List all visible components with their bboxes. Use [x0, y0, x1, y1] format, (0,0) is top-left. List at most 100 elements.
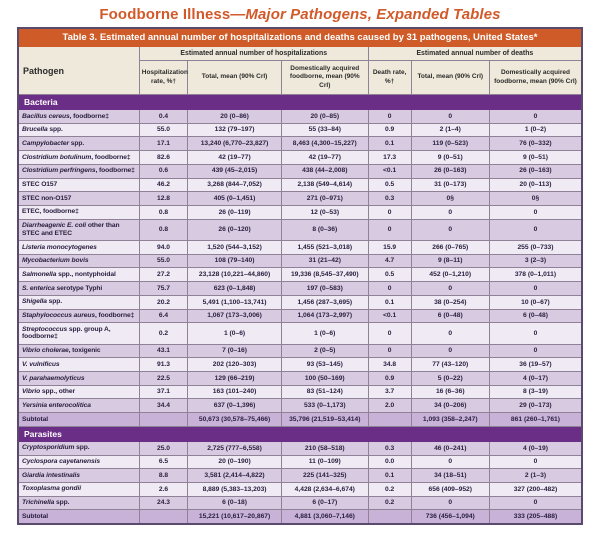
value-cell: 439 (45–2,015)	[187, 163, 282, 179]
value-cell: 20.2	[138, 294, 189, 310]
value-cell: 91.3	[138, 357, 189, 373]
pathogen-row: Clostridium perfringens, foodborne‡ 0.6 43…	[17, 163, 583, 179]
column-subheader-row: Hospitalization rate, %† Total, mean (90…	[18, 60, 583, 95]
pathogen-name-cell: Vibrio spp., other	[17, 384, 140, 400]
pathogen-name-cell: V. vulnificus	[17, 357, 140, 373]
value-cell: 13,240 (6,770–23,827)	[187, 136, 282, 152]
value-cell: 0	[488, 281, 583, 296]
value-cell: 83 (51–124)	[280, 384, 369, 400]
value-cell: 0.2	[367, 481, 412, 497]
value-cell: 12 (0–53)	[280, 204, 369, 220]
value-cell: 34 (0–206)	[410, 398, 490, 414]
pathogen-row: Yersinia enterocolitica 34.4 637 (0–1,396)…	[17, 398, 583, 414]
pathogen-row: STEC O157 46.2 3,268 (844–7,052) 2,138 (549…	[17, 177, 583, 193]
value-cell: 0	[410, 322, 490, 345]
value-cell: 82.6	[138, 150, 189, 165]
value-cell: 0	[367, 322, 412, 345]
col-header-hosp-domestic-foodborne: Domestically acquired foodborne, mean (9…	[280, 60, 369, 95]
pathogen-row: Shigella spp. 20.2 5,491 (1,100–13,741) 1,4…	[17, 294, 583, 310]
value-cell: 0.8	[138, 218, 189, 242]
value-cell: 5,491 (1,100–13,741)	[187, 294, 282, 310]
value-cell: 26 (0–163)	[488, 163, 583, 179]
pathogen-row: Diarrheagenic E. coli other than STEC an…	[17, 218, 583, 242]
value-cell: 31 (21–42)	[280, 253, 369, 269]
value-cell: 0	[367, 204, 412, 220]
pathogen-name-cell: Giardia intestinalis	[17, 468, 140, 483]
subtotal-row: Subtotal 15,221 (10,617–20,867) 4,881 (3,0…	[17, 509, 583, 525]
value-cell: 15,221 (10,617–20,867)	[187, 509, 282, 525]
value-cell: 42 (19–77)	[280, 150, 369, 165]
value-cell: 8,463 (4,300–15,227)	[280, 136, 369, 152]
value-cell: 55.0	[138, 253, 189, 269]
value-cell: 861 (260–1,761)	[488, 412, 583, 427]
value-cell: 77 (43–120)	[410, 357, 490, 373]
pathogen-name-cell: Yersinia enterocolitica	[17, 398, 140, 414]
pathogen-row: Brucella spp. 55.0 132 (79–197) 55 (33–84) 0…	[17, 122, 583, 138]
pathogen-name-cell: Staphylococcus aureus, foodborne‡	[17, 308, 140, 324]
value-cell: 0	[410, 281, 490, 296]
pathogen-name-cell: Shigella spp.	[17, 294, 140, 310]
page-title: Foodborne Illness—Major Pathogens, Expan…	[17, 3, 583, 27]
page-title-emphasis: Major Pathogens, Expanded Tables	[245, 6, 501, 23]
value-cell: 0.3	[367, 191, 412, 206]
pathogen-name-cell: Mycobacterium bovis	[17, 253, 140, 269]
value-cell: 8.8	[138, 468, 189, 483]
value-cell: 1,456 (287–3,695)	[280, 294, 369, 310]
pathogen-row: Cryptosporidium spp. 25.0 2,725 (777–6,558…	[17, 440, 583, 456]
value-cell: 0	[488, 454, 583, 470]
value-cell: 9 (0–51)	[488, 150, 583, 165]
value-cell: 0.1	[367, 294, 412, 310]
section-row-bacteria: Bacteria	[17, 94, 583, 110]
value-cell	[138, 509, 189, 525]
pathogen-name-cell: Vibrio cholerae, toxigenic	[17, 343, 140, 359]
value-cell: 405 (0–1,451)	[187, 191, 282, 206]
value-cell: 132 (79–197)	[187, 122, 282, 138]
value-cell: 6 (0–48)	[488, 308, 583, 324]
value-cell: 2,725 (777–6,558)	[187, 440, 282, 456]
pathogen-row: Toxoplasma gondii 2.6 8,889 (5,383–13,203)…	[17, 481, 583, 497]
column-group-header-row: Pathogen Estimated annual number of hosp…	[17, 46, 583, 95]
value-cell: 26 (0–119)	[187, 204, 282, 220]
value-cell: 0	[410, 454, 490, 470]
value-cell: 17.1	[138, 136, 189, 152]
value-cell: 271 (0–971)	[280, 191, 369, 206]
value-cell: 46 (0–241)	[410, 440, 490, 456]
value-cell: 3,581 (2,414–4,822)	[187, 468, 282, 483]
value-cell: 1,064 (173–2,997)	[280, 308, 369, 324]
value-cell: 0	[367, 343, 412, 359]
value-cell: 34.8	[367, 357, 412, 373]
value-cell: 0.9	[367, 122, 412, 138]
value-cell: 1 (0–6)	[187, 322, 282, 345]
value-cell: 6.4	[138, 308, 189, 324]
pathogen-row: STEC non-O157 12.8 405 (0–1,451) 271 (0–971…	[17, 191, 583, 206]
value-cell: 0.5	[367, 177, 412, 193]
value-cell: 266 (0–765)	[410, 240, 490, 255]
value-cell: 7 (0–16)	[187, 343, 282, 359]
pathogen-row: Giardia intestinalis 8.8 3,581 (2,414–4,82…	[17, 468, 583, 483]
col-header-death-domestic-foodborne: Domestically acquired foodborne, mean (9…	[488, 60, 583, 95]
pathogen-row: Clostridium botulinum, foodborne‡ 82.6 42 …	[17, 150, 583, 165]
value-cell: 16 (6–36)	[410, 384, 490, 400]
pathogens-table: Table 3. Estimated annual number of hosp…	[17, 27, 583, 526]
value-cell: 37.1	[138, 384, 189, 400]
value-cell: 93 (53–145)	[280, 357, 369, 373]
value-cell: 0.5	[367, 267, 412, 283]
value-cell: 202 (120–303)	[187, 357, 282, 373]
value-cell: 8 (0–36)	[280, 218, 369, 242]
pathogen-row: Mycobacterium bovis 55.0 108 (79–140) 31 (2…	[17, 253, 583, 269]
pathogen-name-cell: ETEC, foodborne‡	[17, 204, 140, 220]
value-cell: 43.1	[138, 343, 189, 359]
value-cell: 94.0	[138, 240, 189, 255]
pathogen-row: Vibrio cholerae, toxigenic 43.1 7 (0–16) 2 …	[17, 343, 583, 359]
col-group-hospitalizations: Estimated annual number of hospitalizati…	[138, 46, 369, 61]
section-row-parasites: Parasites	[17, 425, 583, 442]
pathogen-name-cell: Diarrheagenic E. coli other than STEC an…	[17, 218, 140, 242]
value-cell: 76 (0–332)	[488, 136, 583, 152]
value-cell: 0.1	[367, 136, 412, 152]
value-cell: 0	[488, 322, 583, 345]
value-cell	[367, 509, 412, 525]
value-cell: 1,093 (358–2,247)	[410, 412, 490, 427]
value-cell: 108 (79–140)	[187, 253, 282, 269]
value-cell: 1,455 (521–3,018)	[280, 240, 369, 255]
